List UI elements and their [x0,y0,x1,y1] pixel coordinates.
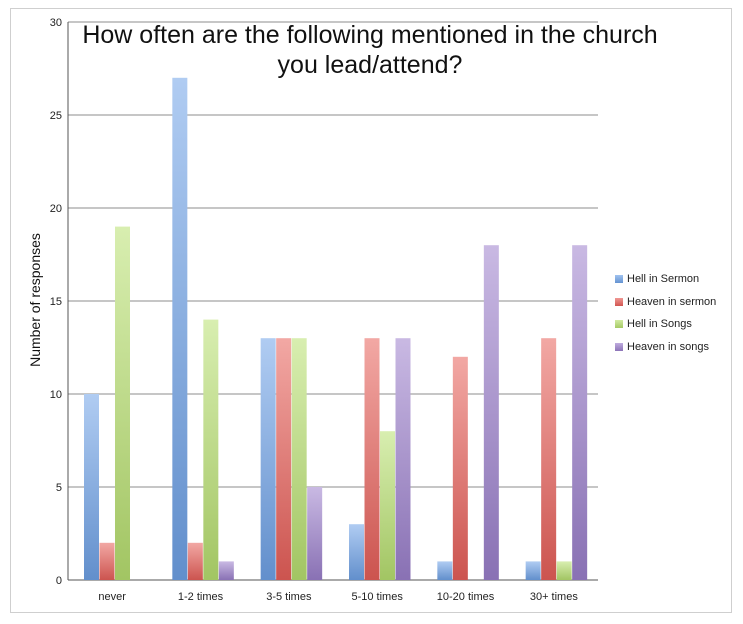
chart-title-line-2: you lead/attend? [277,51,463,79]
legend-label: Hell in Sermon [627,273,700,286]
bar-heaven-in-songs [395,338,411,580]
x-tick-label: never [98,591,126,603]
y-tick-label: 30 [50,17,62,29]
legend-item: Hell in Songs [615,313,716,336]
x-tick-label: 3-5 times [266,591,312,603]
bar-hell-in-songs [203,319,219,580]
bar-heaven-in-sermon [187,542,203,580]
bar-hell-in-sermon [437,561,453,580]
legend-item: Heaven in songs [615,336,716,359]
y-tick-labels: 0 5 10 15 20 25 30 [50,17,62,587]
bar-heaven-in-songs [218,561,234,580]
bar-heaven-in-sermon [364,338,380,580]
legend: Hell in Sermon Heaven in sermon Hell in … [615,268,716,358]
bar-hell-in-songs [291,338,307,580]
legend-item: Hell in Sermon [615,268,716,291]
y-tick-label: 5 [56,482,62,494]
bar-hell-in-sermon [349,524,364,580]
x-tick-label: 10-20 times [437,591,495,603]
y-tick-label: 20 [50,203,62,215]
x-tick-label: 1-2 times [178,591,224,603]
bar-hell-in-sermon [172,77,188,581]
legend-swatch [615,320,623,329]
x-tick-labels: never 1-2 times 3-5 times 5-10 times 10-20 t… [98,591,578,603]
legend-swatch [615,297,623,306]
legend-swatch [615,342,623,351]
bar-heaven-in-songs [572,245,588,580]
y-tick-label: 0 [56,575,62,587]
legend-label: Hell in Songs [627,318,692,331]
bar-heaven-in-sermon [541,338,557,580]
gridlines [68,21,598,488]
bars [84,77,588,581]
bar-hell-in-songs [556,561,572,580]
y-tick-label: 25 [50,110,62,122]
bar-hell-in-songs [115,226,130,580]
bar-heaven-in-songs [483,245,499,580]
legend-label: Heaven in songs [627,340,709,353]
bar-heaven-in-songs [307,487,323,580]
y-axis-label: Number of responses [27,233,43,367]
y-tick-label: 15 [50,296,62,308]
x-tick-label: 30+ times [530,591,578,603]
y-tick-label: 10 [50,389,62,401]
x-tick-label: 5-10 times [351,591,403,603]
bar-hell-in-songs [380,431,395,580]
legend-label: Heaven in sermon [627,295,717,308]
bar-hell-in-sermon [525,561,541,580]
axes [67,22,598,581]
bar-heaven-in-sermon [452,356,468,580]
legend-swatch [615,275,623,284]
bar-heaven-in-sermon [276,338,292,580]
chart-title-line-1: How often are the following mentioned in… [82,21,658,49]
bar-heaven-in-sermon [99,542,115,580]
bar-hell-in-sermon [260,338,276,580]
bar-hell-in-sermon [84,394,99,580]
legend-item: Heaven in sermon [615,291,716,314]
